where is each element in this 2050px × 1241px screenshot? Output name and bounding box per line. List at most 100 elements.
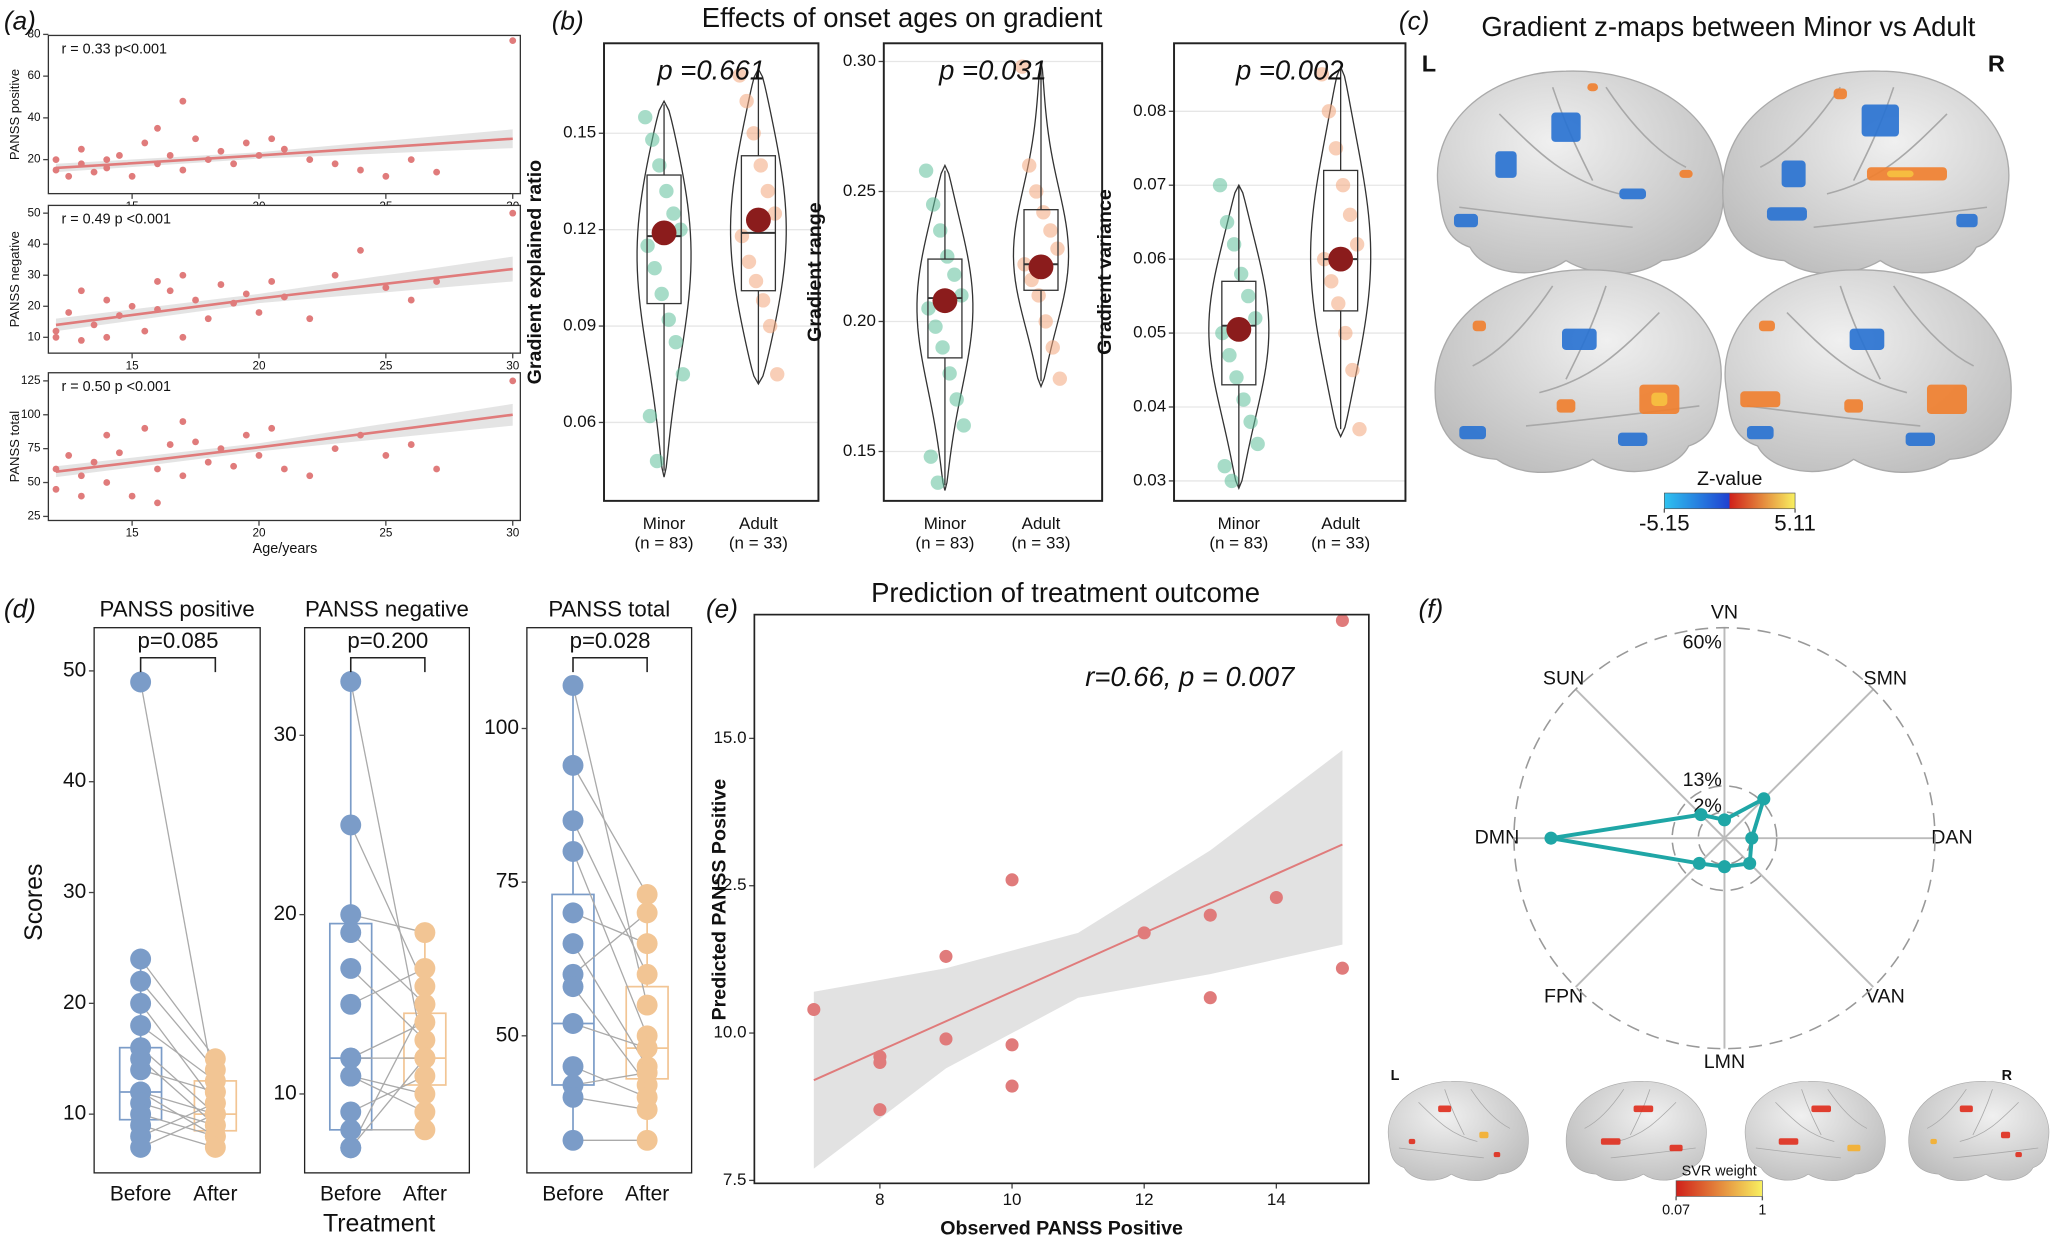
point	[1005, 1038, 1019, 1052]
jitter-point	[645, 132, 660, 147]
jitter-point	[1226, 237, 1242, 252]
x-tick-label: 20	[252, 527, 266, 540]
activation-blob	[1746, 425, 1774, 440]
y-axis-label: Gradient variance	[1094, 189, 1116, 355]
jitter-point	[647, 261, 662, 276]
point	[1005, 873, 1019, 887]
y-tick-label: 7.5	[723, 1170, 747, 1189]
point	[217, 281, 225, 288]
brain-sulcus	[1498, 113, 1620, 195]
point	[103, 431, 111, 439]
jitter-point	[956, 418, 971, 433]
point-before	[340, 1101, 362, 1123]
brain	[1436, 70, 1725, 275]
brain-sulcus	[1972, 1089, 1993, 1136]
point	[255, 309, 263, 316]
point	[179, 472, 187, 480]
point	[357, 431, 364, 439]
jitter-point	[748, 273, 764, 289]
category-note: (n = 83)	[1209, 534, 1268, 553]
pair-line	[139, 681, 216, 1093]
point-after	[636, 1037, 658, 1059]
colorbar-tick-label: 0.07	[1662, 1203, 1690, 1219]
point	[166, 152, 174, 159]
point	[280, 465, 288, 473]
point	[128, 302, 136, 310]
spoke	[1723, 688, 1874, 839]
brain-sulcus	[1892, 285, 1975, 367]
point	[52, 465, 60, 473]
axis-label: LMN	[1704, 1051, 1745, 1073]
point	[433, 168, 441, 176]
activation-blob	[1493, 1151, 1501, 1158]
jitter-point	[942, 366, 957, 381]
x-tick-label: 14	[1267, 1190, 1286, 1209]
plot-frame-bg	[1174, 43, 1406, 501]
point	[103, 479, 111, 486]
point	[166, 287, 174, 295]
category-note: (n = 33)	[1311, 534, 1370, 553]
point-after	[414, 957, 436, 979]
y-tick-label: 0.08	[1133, 101, 1166, 120]
point-before	[562, 675, 584, 696]
point	[77, 145, 85, 153]
x-tick-label: 10	[1003, 1190, 1022, 1209]
pair-line	[350, 1003, 426, 1149]
point	[1335, 613, 1349, 628]
activation-blob	[1618, 432, 1648, 446]
activation-blob	[2000, 1131, 2011, 1139]
x-tick-label: Before	[110, 1183, 172, 1206]
point-after	[414, 1065, 436, 1087]
point	[230, 462, 238, 470]
significance-bracket	[572, 656, 648, 673]
category-note: (n = 83)	[915, 534, 974, 553]
point-after	[414, 922, 436, 944]
point-before	[562, 810, 584, 832]
point-after	[414, 1029, 436, 1051]
jitter-point	[649, 453, 665, 469]
jitter-point	[1014, 59, 1030, 74]
brain-sulcus	[1539, 312, 1660, 394]
jitter-point	[1031, 288, 1046, 303]
pair-line	[350, 824, 426, 987]
significance-bracket	[349, 656, 426, 673]
y-tick-label: 0.06	[563, 412, 596, 431]
y-tick-label: 0.15	[843, 441, 876, 460]
point-before	[130, 671, 152, 693]
point	[154, 160, 161, 168]
point	[179, 333, 187, 341]
jitter-point	[1045, 340, 1060, 355]
point	[509, 209, 517, 217]
plot-frame-bg	[883, 43, 1103, 501]
x-tick-label: 30	[506, 527, 520, 540]
x-tick-label: 30	[506, 359, 520, 372]
point	[217, 445, 225, 453]
mean-marker	[932, 288, 958, 314]
brain	[1744, 1081, 1886, 1181]
point-after	[414, 993, 436, 1015]
activation-blob	[1740, 391, 1781, 408]
point	[141, 139, 149, 147]
radar-point	[1717, 860, 1731, 874]
point-after	[414, 1101, 436, 1123]
jitter-point	[925, 197, 941, 212]
point	[433, 278, 441, 285]
point	[433, 465, 441, 473]
jitter-point	[652, 158, 667, 173]
activation-blob	[1479, 1131, 1489, 1139]
panel-label: (a)	[4, 5, 36, 35]
brain-sulcus	[1398, 1147, 1484, 1159]
jitter-point	[940, 249, 955, 264]
point	[382, 172, 390, 180]
y-tick-label: 60	[27, 69, 41, 82]
activation-blob	[1766, 207, 1807, 221]
point-before	[562, 933, 584, 955]
radial-gridline	[1671, 785, 1778, 892]
radar-point	[1692, 856, 1706, 870]
x-tick-label: Adult	[739, 514, 778, 533]
box	[927, 258, 963, 359]
point	[103, 164, 111, 172]
y-tick-label: 100	[484, 716, 519, 739]
box	[1221, 280, 1257, 386]
point	[141, 327, 149, 335]
